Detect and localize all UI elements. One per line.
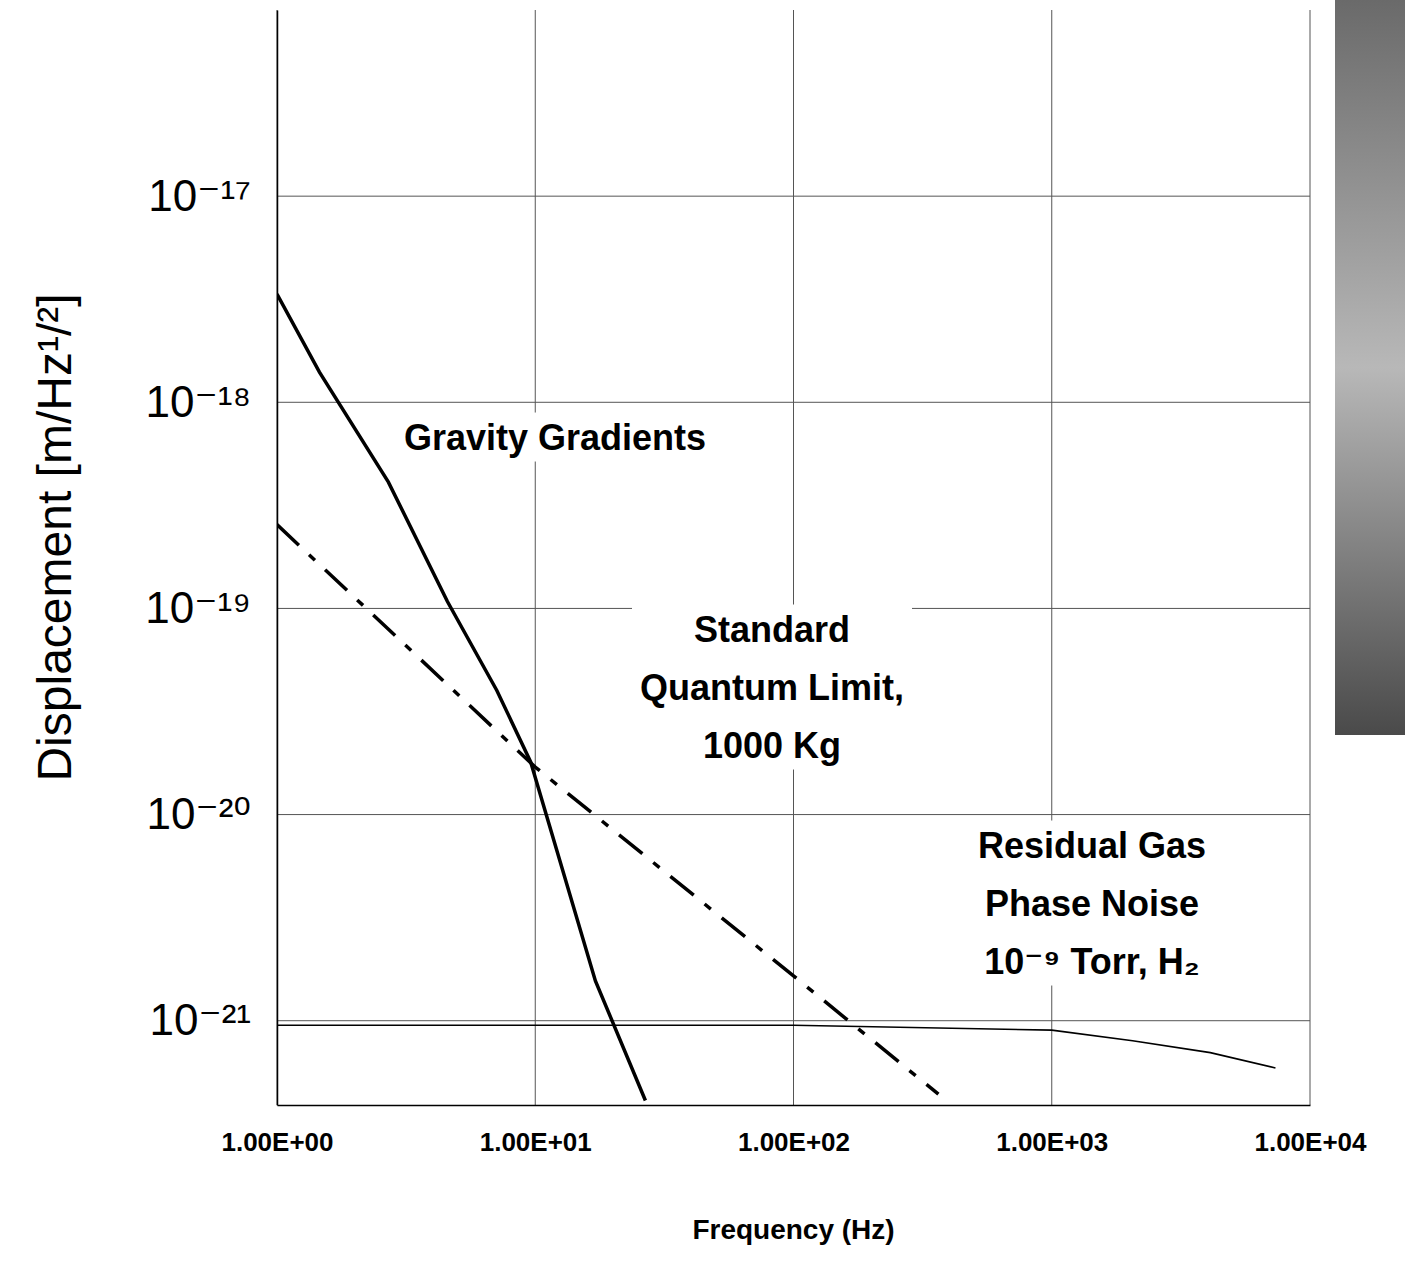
- y-tick: 10⁻²¹: [150, 995, 277, 1044]
- y-tick: 10⁻¹⁸: [146, 377, 277, 426]
- x-tick: 1.00E+00: [221, 1105, 333, 1157]
- x-axis: 1.00E+00 1.00E+01 1.00E+02 1.00E+03 1.00E+04: [221, 1105, 1367, 1157]
- y-axis-line: [277, 11, 279, 1106]
- annotation-text: Quantum Limit,: [640, 667, 904, 708]
- chart: 10⁻²¹10⁻²⁰10⁻¹⁹10⁻¹⁸10⁻¹⁷1.00E+001.00E+0…: [0, 0, 1405, 1276]
- annotation-text: 10⁻⁹ Torr, H₂: [984, 941, 1199, 982]
- annotation: Standard Quantum Limit, 1000 Kg: [632, 605, 912, 770]
- series-line: [277, 525, 938, 1095]
- x-tick: 1.00E+04: [1254, 1105, 1367, 1157]
- x-tick-label: 1.00E+02: [738, 1127, 850, 1157]
- annotation-text: 1000 Kg: [703, 725, 841, 766]
- x-tick-label: 1.00E+00: [221, 1127, 333, 1157]
- y-tick-label: 10⁻²⁰: [147, 789, 251, 838]
- y-tick-label: 10⁻¹⁷: [148, 171, 251, 220]
- x-axis-title: Frequency (Hz): [692, 1214, 894, 1245]
- x-tick-label: 1.00E+04: [1254, 1127, 1367, 1157]
- x-grid-line: [1310, 10, 1311, 1105]
- plot-area: [277, 294, 1275, 1100]
- annotation-background: [632, 605, 912, 770]
- annotation-text: Phase Noise: [985, 883, 1199, 924]
- x-grid-line: [277, 10, 278, 1105]
- annotation: Residual Gas Phase Noise 10⁻⁹ Torr, H₂: [970, 821, 1214, 986]
- annotation-text: Standard: [694, 609, 850, 650]
- y-axis-title: Displacement [m/Hz¹/²]: [28, 293, 81, 781]
- annotation-text: Residual Gas: [978, 825, 1206, 866]
- x-grid-line: [535, 10, 536, 1105]
- y-tick-label: 10⁻²¹: [150, 995, 251, 1044]
- annotation-background: [970, 821, 1214, 986]
- series-line: [277, 1025, 1275, 1068]
- x-tick: 1.00E+03: [996, 1105, 1108, 1157]
- x-grid-line: [793, 10, 794, 1105]
- photo-fragment: [1335, 0, 1405, 735]
- x-tick-label: 1.00E+03: [996, 1127, 1108, 1157]
- y-tick: 10⁻²⁰: [147, 789, 277, 838]
- x-tick: 1.00E+02: [738, 1105, 850, 1157]
- y-tick: 10⁻¹⁷: [148, 171, 277, 220]
- grid: [277, 10, 1310, 1105]
- x-tick-label: 1.00E+01: [480, 1127, 592, 1157]
- annotation-background: [396, 413, 714, 462]
- y-tick: 10⁻¹⁹: [145, 583, 277, 632]
- x-axis-line: [278, 1105, 1311, 1107]
- annotation: Gravity Gradients: [396, 413, 714, 462]
- y-axis: 10⁻²¹ 10⁻²⁰ 10⁻¹⁹ 10⁻¹⁸ 10⁻¹⁷: [145, 11, 277, 1106]
- y-tick-label: 10⁻¹⁹: [145, 583, 251, 632]
- y-tick-label: 10⁻¹⁸: [146, 377, 251, 426]
- annotation-text: Gravity Gradients: [404, 417, 706, 458]
- x-tick: 1.00E+01: [480, 1105, 592, 1157]
